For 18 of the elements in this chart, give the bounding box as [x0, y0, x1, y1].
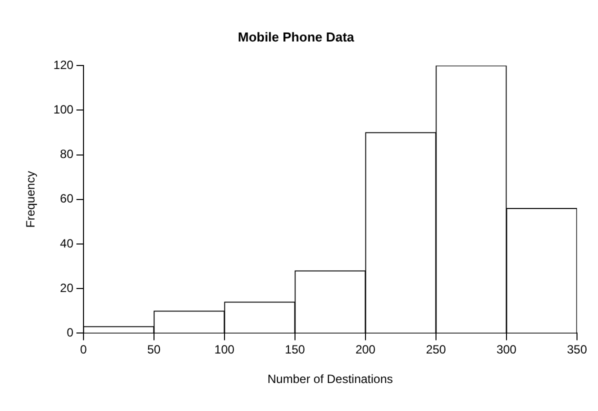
y-tick-label: 20: [60, 280, 74, 295]
x-tick-label: 100: [214, 342, 235, 357]
y-tick-label: 60: [60, 192, 74, 206]
x-axis-title: Number of Destinations: [268, 372, 393, 386]
y-tick-label: 40: [60, 236, 74, 250]
x-tick-label: 250: [426, 342, 446, 357]
x-tick-label: 150: [284, 342, 306, 357]
x-tick-label: 300: [496, 342, 517, 357]
y-tick-label: 80: [60, 147, 74, 162]
y-tick-label: 100: [53, 102, 74, 117]
y-axis-title: Frequency: [24, 171, 38, 228]
y-tick-label: 120: [53, 58, 74, 72]
x-tick-label: 50: [147, 342, 161, 357]
y-tick-label: 0: [66, 326, 74, 340]
x-tick-label: 200: [355, 342, 376, 357]
x-tick-label: 0: [80, 342, 88, 357]
chart-title: Mobile Phone Data: [238, 29, 355, 44]
x-tick-label: 350: [566, 342, 588, 357]
